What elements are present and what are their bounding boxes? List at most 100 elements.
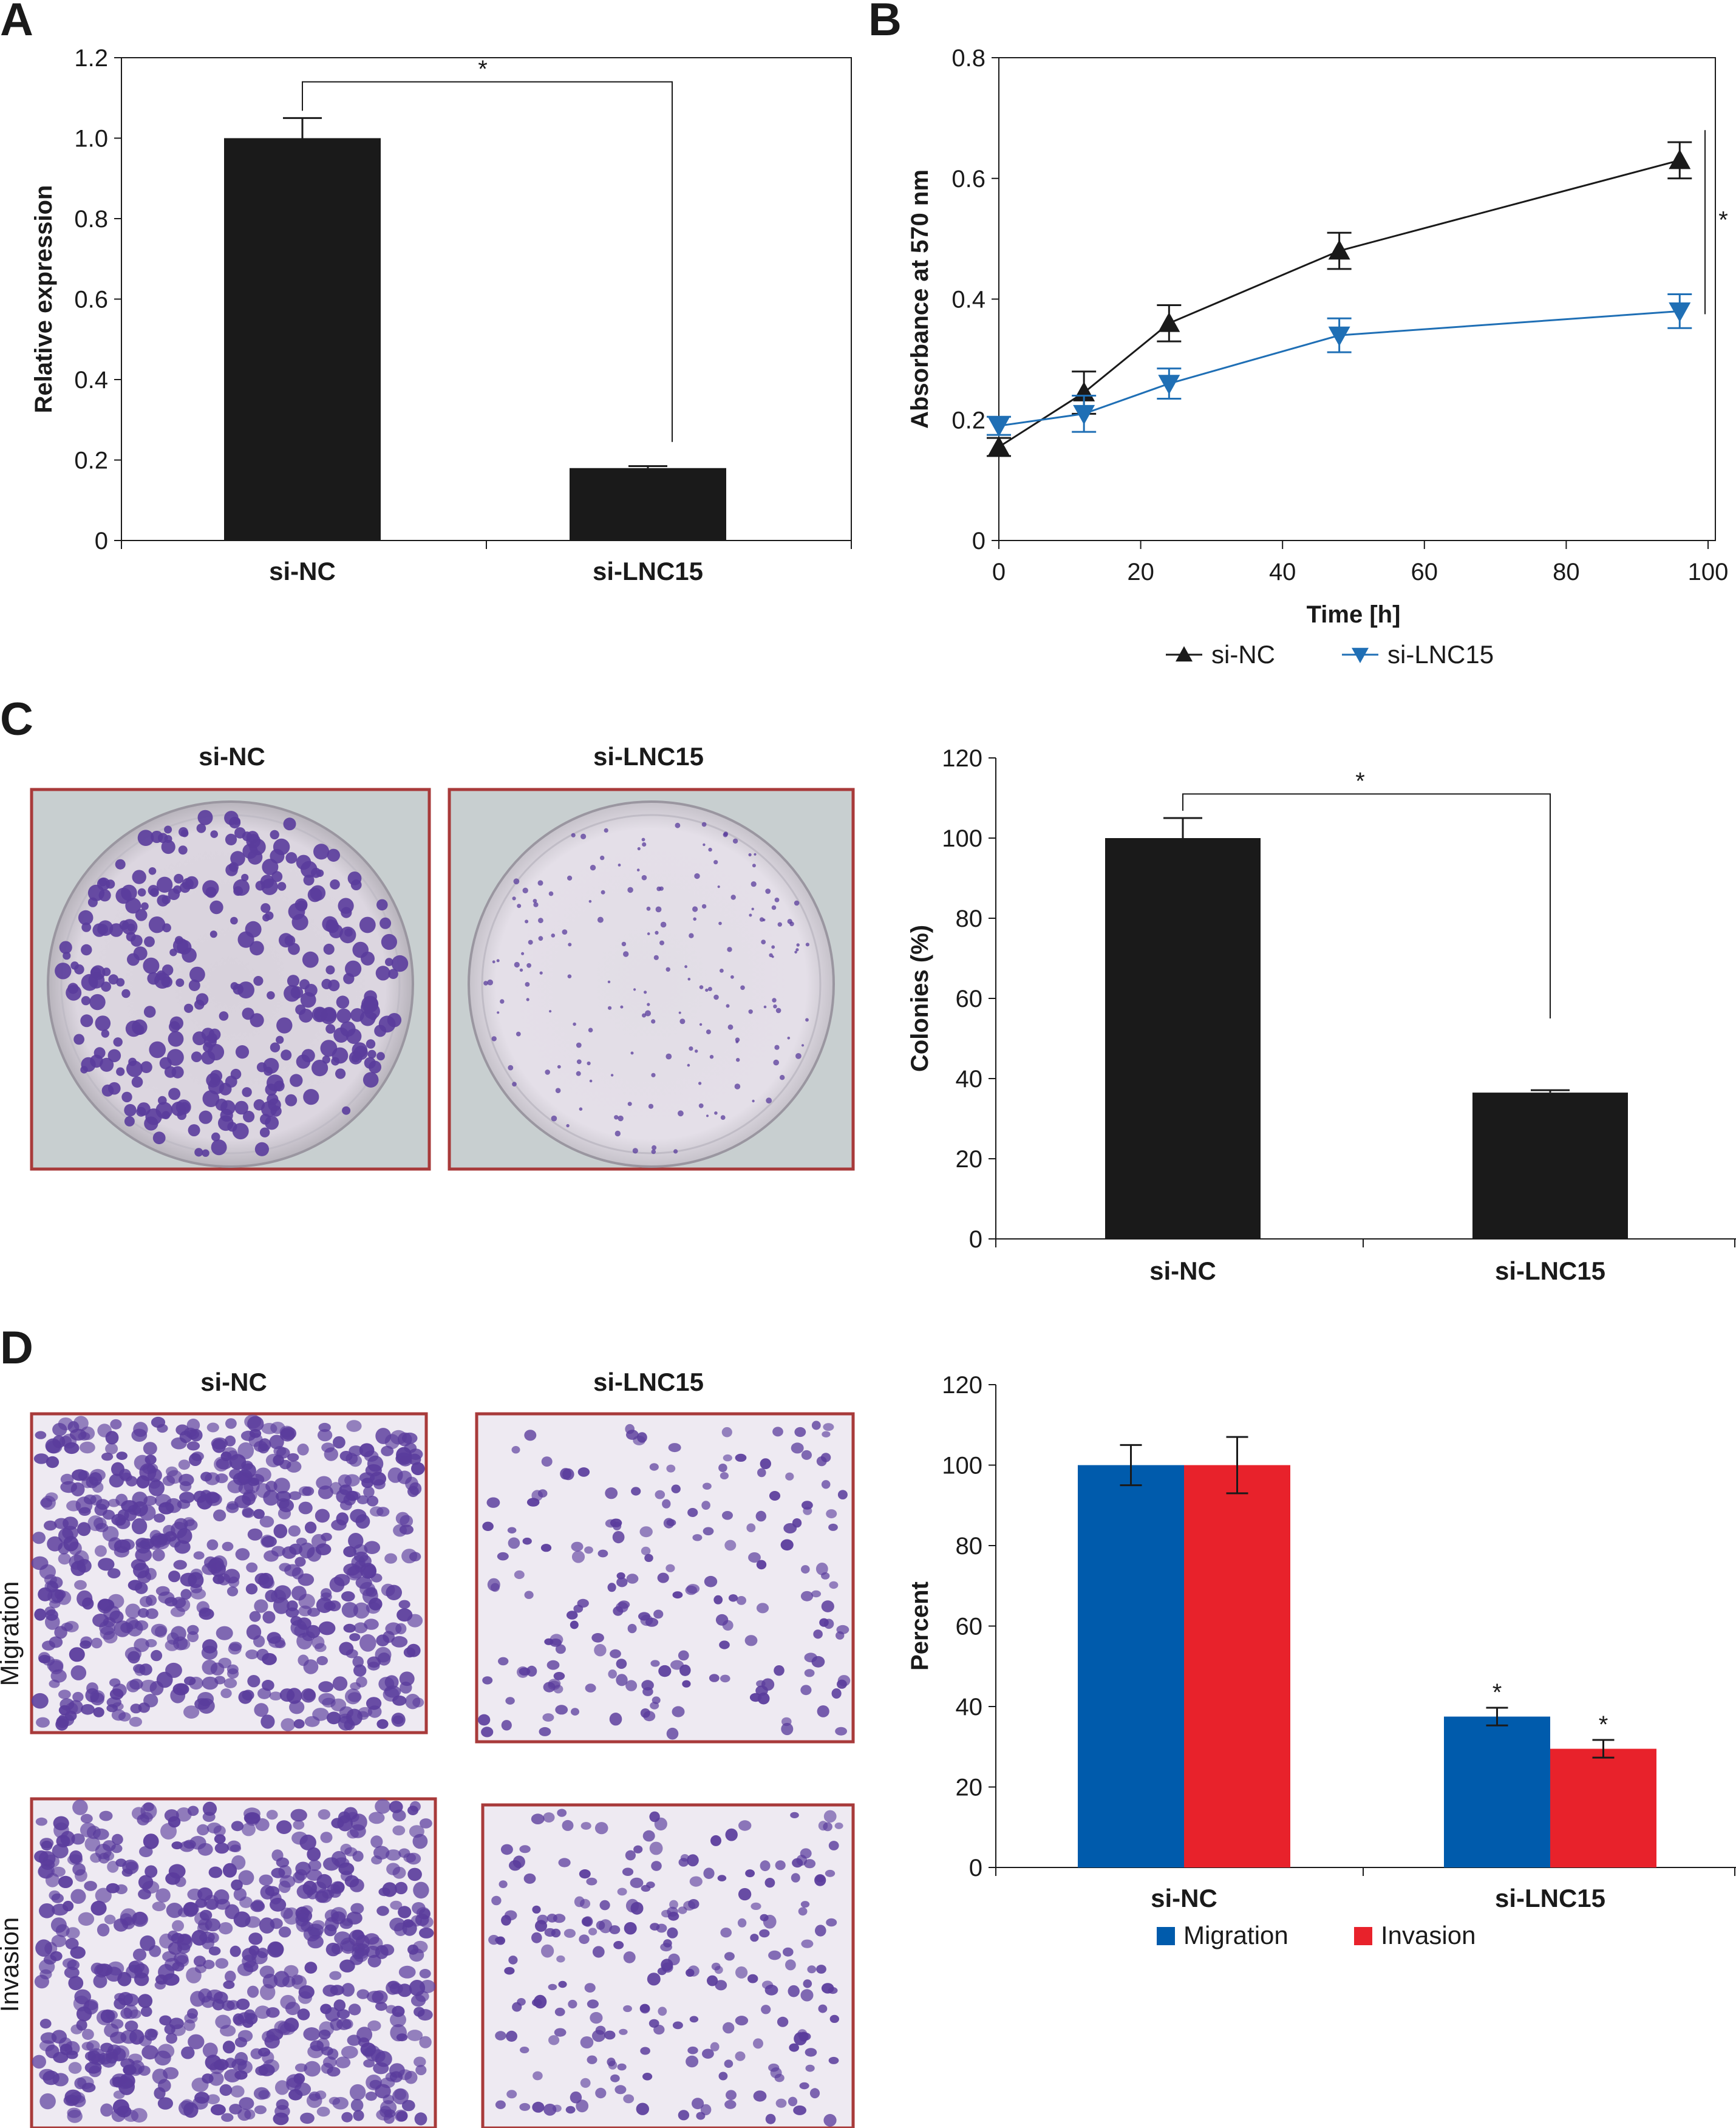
cell (642, 2073, 653, 2081)
cell (574, 1896, 585, 1908)
cell (114, 1539, 131, 1553)
colony (525, 982, 530, 987)
colony (225, 833, 237, 845)
cell (794, 2032, 807, 2045)
cell (47, 1536, 63, 1552)
cell (145, 1865, 158, 1878)
cell (331, 1519, 347, 1531)
cell (74, 1580, 87, 1590)
cell (229, 2104, 242, 2115)
cell (703, 1482, 712, 1490)
cell (44, 1520, 57, 1531)
cell (236, 1998, 250, 2010)
cell (107, 1861, 119, 1873)
cell (710, 1835, 721, 1846)
cell (829, 2014, 840, 2023)
data-point-si-nc (1158, 312, 1180, 332)
cell (247, 1528, 263, 1541)
colony (521, 952, 525, 955)
cell (210, 2104, 226, 2116)
cell (777, 2016, 789, 2027)
colony (376, 1052, 385, 1061)
cell (369, 1597, 383, 1611)
colony (233, 984, 244, 995)
colony (548, 891, 554, 896)
cell (410, 1994, 426, 2007)
cell (828, 1523, 838, 1531)
cell (571, 1541, 584, 1552)
cell (501, 1720, 512, 1731)
cell (298, 1501, 313, 1515)
cell (517, 1666, 529, 1678)
y-tick-label: 0 (969, 1226, 982, 1253)
colony (81, 944, 92, 956)
cell (193, 1551, 205, 1560)
colony (303, 875, 315, 886)
cell (363, 1486, 375, 1498)
cell (160, 1823, 177, 1840)
colony (189, 966, 205, 983)
colony (288, 943, 300, 955)
cell (230, 1945, 241, 1957)
cell (322, 1985, 338, 1997)
cell (36, 1717, 50, 1728)
cell (304, 2061, 321, 2077)
colony (732, 838, 738, 844)
cell (320, 1832, 333, 1843)
cell (346, 1420, 362, 1432)
colony (720, 969, 724, 973)
colony (642, 1013, 646, 1018)
colony (528, 940, 533, 945)
cell (327, 2048, 339, 2060)
colony (270, 1042, 281, 1052)
cell (246, 1624, 262, 1640)
colony (179, 827, 188, 837)
cell (247, 1985, 259, 1998)
cell (818, 2004, 828, 2013)
cell (386, 1849, 401, 1861)
cell (781, 1717, 792, 1727)
colony (720, 1115, 726, 1120)
cell (548, 1983, 557, 1991)
cell (834, 1823, 843, 1829)
cell (594, 1644, 607, 1657)
cell (42, 1640, 55, 1651)
colony (652, 1145, 657, 1150)
colony (156, 876, 173, 893)
cell (746, 1523, 756, 1532)
cell (231, 1821, 244, 1832)
cell (657, 1572, 669, 1583)
cell (159, 2015, 172, 2026)
cell (811, 1420, 821, 1430)
cell (318, 1621, 336, 1635)
colony (126, 1060, 143, 1077)
cell (405, 1694, 421, 1710)
cell (355, 1514, 370, 1529)
cell (143, 1802, 154, 1812)
cell (526, 1498, 540, 1507)
chart-d: 0 20 40 60 80 100 120 * * si-NC si-LNC15 Percent Mig… (907, 1372, 1736, 1949)
cell (780, 1539, 794, 1551)
cell (128, 1651, 140, 1664)
cell (70, 1946, 86, 1959)
cell (273, 1524, 288, 1538)
cell (266, 1810, 278, 1820)
cell (724, 1952, 735, 1961)
cell (95, 1888, 112, 1903)
cell (205, 2055, 222, 2070)
cell (640, 2047, 650, 2055)
cell (202, 1801, 217, 1816)
cell (148, 1540, 161, 1550)
cell (353, 1602, 370, 1619)
cell (707, 1975, 718, 1986)
cell (581, 1917, 592, 1926)
significance-bracket (302, 81, 673, 442)
colony (132, 1019, 148, 1035)
cell (327, 2067, 341, 2077)
colony (748, 853, 752, 857)
colony (539, 971, 543, 975)
colony (287, 975, 300, 987)
cell (128, 2053, 143, 2064)
colony (369, 1060, 381, 1074)
cell (346, 1911, 363, 1925)
